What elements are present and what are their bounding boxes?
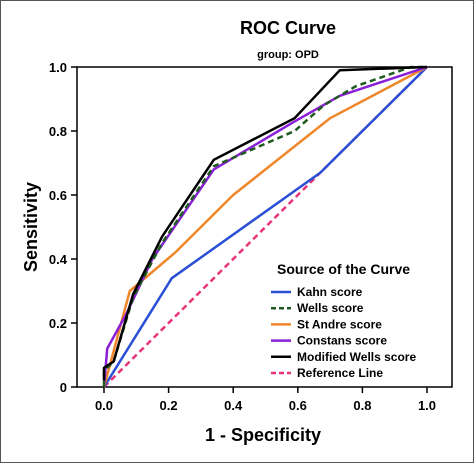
x-tick-label: 0.6 [289, 398, 307, 413]
y-tick-label: 0.6 [49, 188, 67, 203]
y-tick-label: 1.0 [49, 60, 67, 75]
series-st-andre-score [102, 65, 428, 388]
x-axis-ticks: 0.0 0.2 0.4 0.6 0.8 1.0 [95, 387, 436, 413]
x-tick-label: 0.0 [95, 398, 113, 413]
x-axis-label: 1 - Specificity [205, 425, 321, 445]
series-kahn-score [102, 66, 428, 388]
series-modified-wells-score [102, 65, 428, 381]
legend-label-modified-wells-score: Modified Wells score [297, 350, 416, 364]
plot-area [76, 66, 453, 388]
chart-subtitle: group: OPD [257, 49, 319, 61]
x-tick-label: 0.4 [224, 398, 243, 413]
x-tick-label: 0.2 [160, 398, 178, 413]
y-tick-label: 0.2 [49, 316, 67, 331]
y-axis-ticks: 0 0.2 0.4 0.6 0.8 1.0 [49, 60, 77, 395]
series-layer [102, 65, 428, 388]
legend: Source of the Curve Kahn score Wells scor… [271, 261, 416, 380]
y-tick-label: 0.8 [49, 124, 67, 139]
series-constans-score [102, 65, 428, 388]
y-tick-label: 0.4 [49, 252, 68, 267]
series-reference-line [103, 66, 428, 388]
legend-label-kahn-score: Kahn score [297, 285, 363, 299]
legend-title: Source of the Curve [277, 261, 410, 277]
chart-title: ROC Curve [240, 18, 336, 38]
legend-label-constans-score: Constans score [297, 334, 387, 348]
plot-border [76, 66, 453, 388]
legend-label-reference-line: Reference Line [297, 366, 383, 380]
x-tick-label: 1.0 [418, 398, 436, 413]
y-tick-label: 0 [60, 380, 67, 395]
legend-label-wells-score: Wells score [297, 301, 364, 315]
legend-label-st-andre-score: St Andre score [297, 317, 382, 331]
x-tick-label: 0.8 [353, 398, 371, 413]
y-axis-label: Sensitivity [21, 182, 41, 272]
